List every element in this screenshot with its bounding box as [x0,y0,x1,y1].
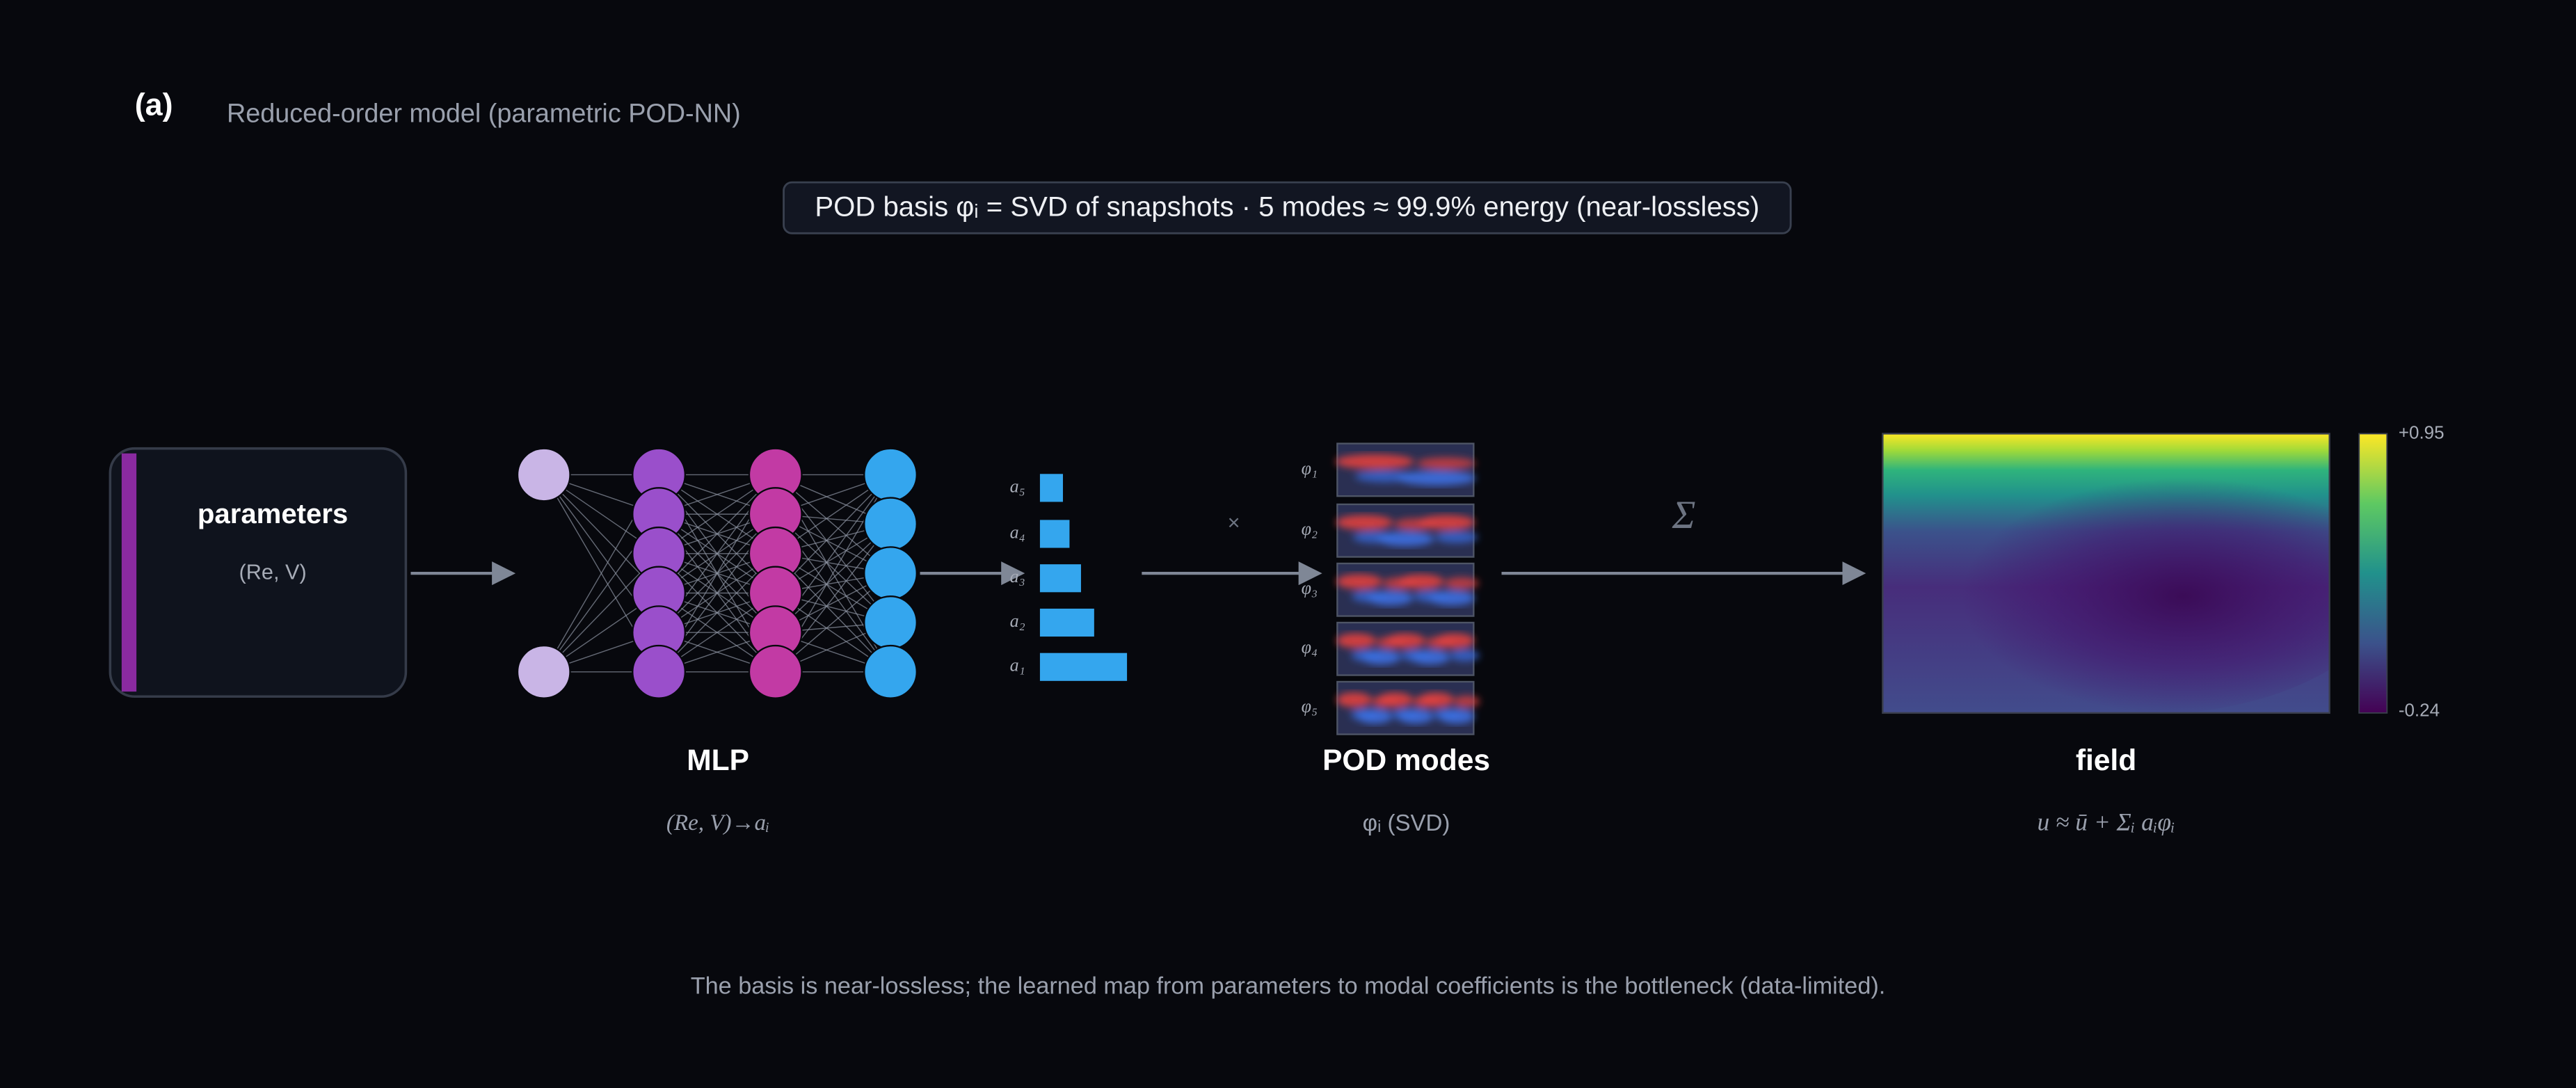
coefficient-bar [1039,564,1081,593]
mode-label: φ₂ [1302,519,1318,539]
mode-lobe [1434,531,1478,543]
mode-lobe [1444,577,1479,589]
mode-lobe [1398,574,1444,589]
net-node [516,447,571,502]
mode-label: φ₃ [1302,578,1318,598]
coefficient-bar [1039,474,1063,502]
input-box [109,447,408,698]
title: Reduced-order model (parametric POD-NN) [227,99,741,128]
mode-lobe [1386,633,1425,648]
banner: POD basis φᵢ = SVD of snapshots · 5 mode… [815,191,1759,223]
mode-lobe [1377,692,1413,707]
net-edge [775,474,891,593]
panel-label: (a) [135,86,173,122]
field-title: field [2076,744,2136,777]
mode-lobe [1396,470,1476,486]
mode-label: φ₅ [1302,696,1318,717]
mode-lobe [1450,649,1480,662]
mode-label: φ₁ [1302,458,1318,478]
coefficient-bar [1039,520,1070,548]
coefficient-label: a₃ [1010,566,1025,586]
mode-lobe [1367,590,1414,606]
field-vortex [1897,451,2330,713]
coefficient-bar [1039,608,1094,637]
mode-lobe [1357,708,1393,724]
mode-lobe [1361,649,1401,665]
colorbar [2358,433,2388,714]
field-border [1882,433,2330,714]
coefficient-label: a₅ [1010,476,1025,496]
sum-sign: Σ [1672,494,1696,537]
net-edge [658,553,776,673]
net-edge [658,474,776,593]
mode-lobe [1336,515,1393,530]
net-node [863,644,918,699]
input-title: parameters [198,498,348,529]
net-node [516,644,571,699]
input-subtitle: (Re, V) [239,559,307,584]
multiply-sign: × [1228,510,1240,534]
mode-image-bg [1336,442,1475,497]
mode-lobe [1336,633,1376,648]
mode-lobe [1428,590,1475,606]
mode-lobe [1416,457,1476,470]
mode-image-bg [1336,503,1475,558]
modes-subtitle: φᵢ (SVD) [1363,810,1450,836]
mode-lobe [1336,574,1382,589]
mode-image-bg [1336,621,1475,676]
modes-title: POD modes [1322,744,1490,777]
mode-image-bg [1336,562,1475,617]
mode-pattern [1336,515,1478,547]
net-node [632,644,687,699]
coefficient-bar [1039,653,1128,681]
mode-lobe [1418,692,1454,707]
coefficient-label: a₂ [1010,611,1025,631]
mode-label: φ₄ [1302,637,1318,657]
caption: The basis is near-lossless; the learned … [691,973,1886,999]
net-node [863,447,918,502]
coefficient-label: a₄ [1010,522,1025,542]
mode-pattern [1336,574,1479,606]
colorbar-min: -0.24 [2399,699,2440,720]
mode-pattern [1335,454,1476,486]
mlp-subtitle: (Re, V)→aᵢ [666,810,769,835]
mode-lobe [1335,454,1414,470]
mode-image-bg [1336,680,1475,735]
mode-lobe [1418,515,1475,530]
net-node [863,546,918,601]
mode-lobe [1410,649,1450,665]
net-node [748,644,803,699]
colorbar-max: +0.95 [2399,422,2445,442]
mode-pattern [1336,692,1480,724]
mode-lobe [1377,531,1434,547]
coefficient-label: a₁ [1010,655,1025,675]
net-edge [543,553,659,673]
banner-box [783,181,1792,234]
net-node [863,497,918,552]
mode-lobe [1453,696,1480,707]
mode-lobe [1439,708,1475,724]
net-node [863,595,918,650]
mlp-title: MLP [687,744,749,777]
mode-pattern [1336,633,1480,665]
mode-lobe [1398,708,1434,724]
input-stripe [121,453,137,692]
mode-lobe [1336,692,1372,707]
field-subtitle: u ≈ ū + Σᵢ aᵢφᵢ [2037,808,2175,836]
mode-lobe [1434,633,1475,648]
